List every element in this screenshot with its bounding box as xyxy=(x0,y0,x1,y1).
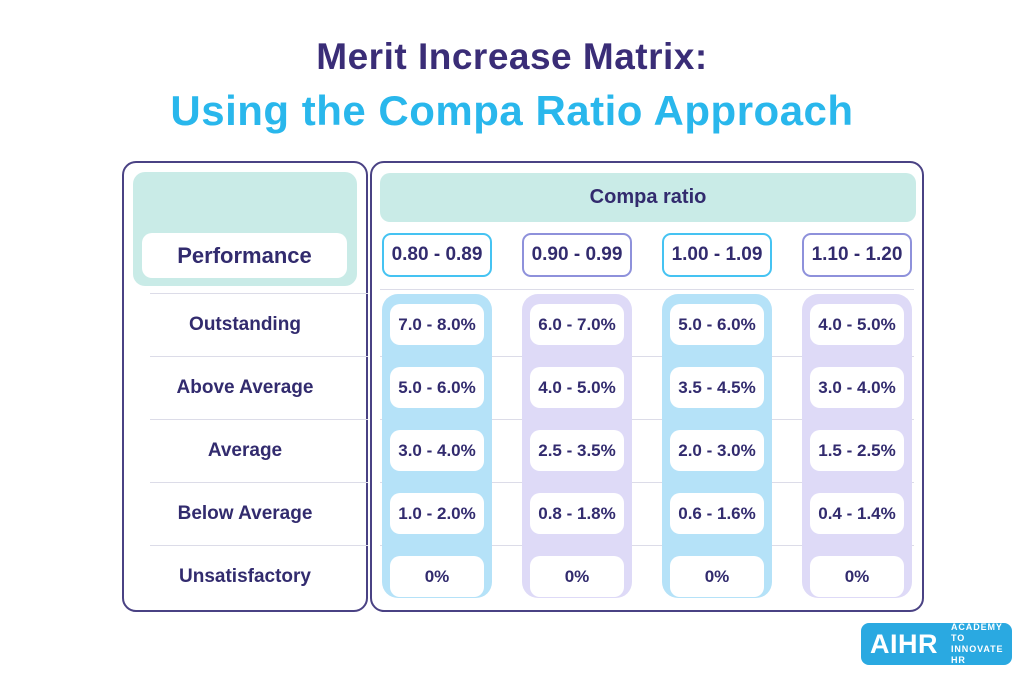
row-label-above-average: Above Average xyxy=(124,356,368,419)
row-label-unsatisfactory: Unsatisfactory xyxy=(124,545,368,608)
title-line-1: Merit Increase Matrix: xyxy=(316,36,708,77)
column-3-values: 5.0 - 6.0% 3.5 - 4.5% 2.0 - 3.0% 0.6 - 1… xyxy=(662,294,772,598)
column-header-3: 1.00 - 1.09 xyxy=(662,233,772,277)
compa-ratio-panel: Compa ratio 0.80 - 0.89 0.90 - 0.99 1.00… xyxy=(370,161,924,612)
aihr-logo-wordmark: AIHR xyxy=(870,628,938,659)
value-cell: 1.5 - 2.5% xyxy=(810,430,904,471)
row-divider xyxy=(380,356,914,357)
aihr-logo: AIHR ACADEMY TO INNOVATE HR xyxy=(861,622,1012,666)
column-2-values: 6.0 - 7.0% 4.0 - 5.0% 2.5 - 3.5% 0.8 - 1… xyxy=(522,294,632,598)
column-header-2: 0.90 - 0.99 xyxy=(522,233,632,277)
value-cell: 2.5 - 3.5% xyxy=(530,430,624,471)
value-cell: 0% xyxy=(810,556,904,597)
column-4-values: 4.0 - 5.0% 3.0 - 4.0% 1.5 - 2.5% 0.4 - 1… xyxy=(802,294,912,598)
value-cell: 4.0 - 5.0% xyxy=(530,367,624,408)
performance-panel: Performance Outstanding Above Average Av… xyxy=(122,161,368,612)
value-cell: 6.0 - 7.0% xyxy=(530,304,624,345)
compa-ratio-header-band: Compa ratio xyxy=(380,173,916,222)
performance-header-label: Performance xyxy=(142,233,347,278)
column-header-4: 1.10 - 1.20 xyxy=(802,233,912,277)
logo-tagline-line-2: INNOVATE HR xyxy=(951,644,1004,665)
column-1-values: 7.0 - 8.0% 5.0 - 6.0% 3.0 - 4.0% 1.0 - 2… xyxy=(382,294,492,598)
row-divider xyxy=(380,545,914,546)
compa-ratio-header-label: Compa ratio xyxy=(589,186,707,208)
value-cell: 2.0 - 3.0% xyxy=(670,430,764,471)
value-cell: 5.0 - 6.0% xyxy=(670,304,764,345)
column-header-1: 0.80 - 0.89 xyxy=(382,233,492,277)
performance-row-list: Outstanding Above Average Average Below … xyxy=(124,293,368,608)
value-cell: 1.0 - 2.0% xyxy=(390,493,484,534)
value-cell: 0% xyxy=(670,556,764,597)
value-cell: 0.4 - 1.4% xyxy=(810,493,904,534)
value-cell: 0% xyxy=(390,556,484,597)
row-label-below-average: Below Average xyxy=(124,482,368,545)
value-cell: 0.8 - 1.8% xyxy=(530,493,624,534)
row-divider xyxy=(380,482,914,483)
page-title: Merit Increase Matrix: Using the Compa R… xyxy=(0,32,1024,140)
row-label-average: Average xyxy=(124,419,368,482)
title-line-2: Using the Compa Ratio Approach xyxy=(170,87,854,134)
aihr-logo-tagline: ACADEMY TO INNOVATE HR xyxy=(951,622,1003,666)
value-cell: 3.5 - 4.5% xyxy=(670,367,764,408)
row-divider xyxy=(380,289,914,290)
row-label-outstanding: Outstanding xyxy=(124,293,368,356)
value-cell: 3.0 - 4.0% xyxy=(810,367,904,408)
value-cell: 4.0 - 5.0% xyxy=(810,304,904,345)
value-cell: 7.0 - 8.0% xyxy=(390,304,484,345)
logo-tagline-line-1: ACADEMY TO xyxy=(951,622,1003,643)
value-cell: 0.6 - 1.6% xyxy=(670,493,764,534)
row-divider xyxy=(380,419,914,420)
value-cell: 0% xyxy=(530,556,624,597)
value-cell: 3.0 - 4.0% xyxy=(390,430,484,471)
value-cell: 5.0 - 6.0% xyxy=(390,367,484,408)
